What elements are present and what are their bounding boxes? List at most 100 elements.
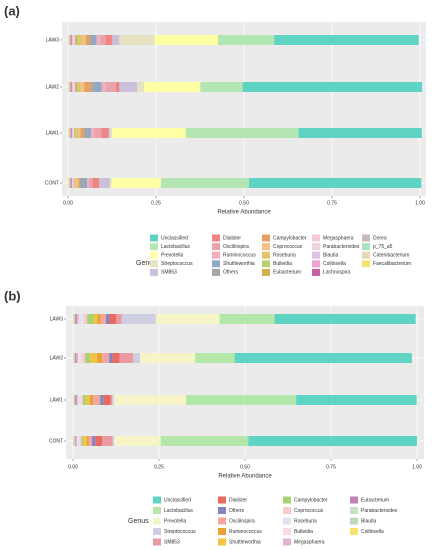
bar-segment: [75, 178, 76, 188]
bar-segment: [219, 314, 275, 324]
bar-segment: [70, 128, 71, 138]
legend-swatch: [283, 538, 291, 546]
bar-segment: [72, 178, 73, 188]
bar-segment: [91, 436, 96, 446]
bar-segment: [70, 128, 72, 138]
bar-segment: [116, 314, 122, 324]
legend-swatch: [362, 260, 370, 268]
legend-label: Roseburia: [273, 253, 296, 259]
bar-segment: [68, 178, 69, 188]
legend-swatch: [150, 251, 158, 259]
y-tick-label: CONT: [49, 438, 63, 444]
bar-segment: [119, 82, 137, 92]
legend-swatch: [312, 251, 320, 259]
bar-segment: [154, 35, 218, 45]
bar-segment: [108, 128, 111, 138]
legend-label: Eubacterium: [273, 270, 301, 276]
legend-label: Faecalibacterium: [373, 261, 411, 267]
bar-segment: [73, 35, 76, 45]
bar-segment: [109, 178, 112, 188]
bar-segment: [79, 395, 82, 405]
legend-swatch: [212, 243, 220, 251]
bar-segment: [70, 178, 71, 188]
bar-segment: [78, 178, 80, 188]
bar-segment: [155, 314, 220, 324]
bar-segment: [79, 436, 82, 446]
bar-segment: [115, 82, 120, 92]
bar-segment: [83, 178, 88, 188]
bar-segment: [71, 35, 73, 45]
legend-title: Genus: [136, 260, 157, 267]
bar-segment: [72, 178, 74, 188]
bar-segment: [75, 35, 78, 45]
bar-segment: [95, 436, 103, 446]
x-tick-label: 1.00: [412, 464, 422, 470]
bar-segment: [102, 436, 113, 446]
legend-swatch: [150, 260, 158, 268]
bar-segment: [242, 82, 423, 92]
bar-segment: [84, 82, 92, 92]
bar-segment: [114, 436, 161, 446]
bar-segment: [97, 353, 103, 363]
bar-segment: [78, 82, 81, 92]
bar-segment: [73, 395, 75, 405]
bar-segment: [96, 35, 101, 45]
legend-swatch: [212, 251, 220, 259]
bar-segment: [119, 35, 155, 45]
bar-segment: [86, 436, 89, 446]
bar-segment: [81, 353, 86, 363]
bar-segment: [81, 436, 84, 446]
legend-swatch: [262, 268, 270, 276]
bar-segment: [69, 128, 71, 138]
legend-label: Dorea: [373, 235, 387, 241]
bar-segment: [70, 82, 72, 92]
bar-segment: [68, 35, 70, 45]
bar-segment: [106, 314, 110, 324]
bar-segment: [248, 178, 422, 188]
legend-swatch: [350, 507, 358, 514]
bar-segment: [74, 395, 76, 405]
y-tick-label: LAW1: [50, 397, 64, 403]
legend-label: Parabacteroides: [323, 244, 360, 250]
x-tick-label: 0.00: [68, 464, 78, 470]
y-tick-label: CONT: [45, 180, 59, 186]
legend-label: SM853: [161, 270, 177, 276]
y-tick-label: LAW2: [46, 84, 60, 90]
legend-swatch: [212, 260, 220, 268]
bar-segment: [80, 82, 85, 92]
legend-swatch: [218, 538, 226, 546]
legend-label: Others: [223, 270, 239, 276]
legend-label: Streptococcus: [164, 529, 196, 535]
bar-segment: [73, 353, 74, 363]
bar-segment: [274, 314, 416, 324]
bar-segment: [80, 314, 84, 324]
legend-swatch: [150, 234, 158, 242]
legend-label: Lachnospira: [323, 270, 350, 276]
bar-segment: [80, 128, 84, 138]
legend-label: Dialister: [229, 497, 247, 503]
bar-segment: [82, 35, 86, 45]
legend-label: Lactobacillus: [164, 508, 193, 514]
bar-segment: [72, 82, 73, 92]
bar-segment: [69, 35, 71, 45]
bar-segment: [72, 35, 74, 45]
bar-segment: [73, 178, 75, 188]
legend-label: Coprococcus: [294, 508, 324, 514]
legend-swatch: [262, 234, 270, 242]
bar-segment: [76, 128, 79, 138]
bar-segment: [75, 353, 77, 363]
legend-label: Lactobacillus: [161, 244, 190, 250]
legend-label: Dialister: [223, 235, 241, 241]
y-tick-label: LAW3: [46, 37, 60, 43]
bar-segment: [73, 353, 75, 363]
legend-swatch: [218, 517, 226, 525]
y-tick-label: LAW2: [50, 355, 64, 361]
x-tick-label: 0.25: [154, 464, 164, 470]
bar-segment: [90, 128, 95, 138]
legend-label: Roseburia: [294, 518, 317, 524]
legend-swatch: [362, 243, 370, 251]
bar-segment: [77, 82, 79, 92]
legend-label: Shuttleworthia: [229, 539, 261, 545]
bar-segment: [101, 128, 109, 138]
